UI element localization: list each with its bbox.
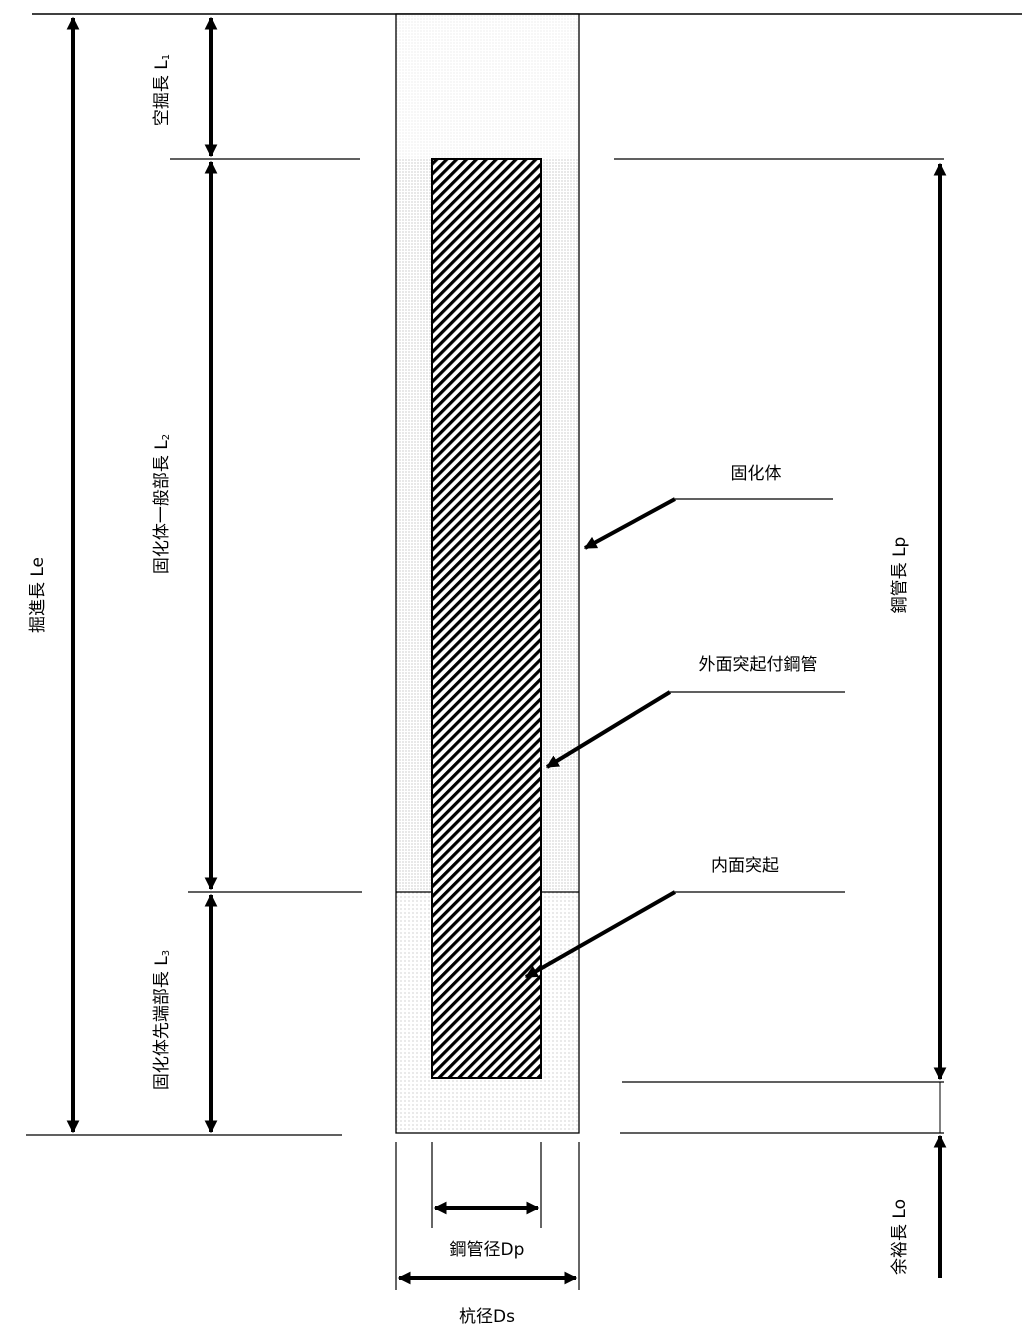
- steel-pipe-length-label: 鋼管長 Lp: [890, 537, 910, 614]
- excavation-length-label: 掘進長 Le: [28, 557, 48, 633]
- empty-excavation-label-main: 空掘長 L: [152, 60, 172, 126]
- pile-diameter-label: 杭径Ds: [459, 1307, 515, 1327]
- general-section-label: 固化体一般部長 L2: [152, 434, 172, 574]
- tip-section-label-sub: 3: [161, 950, 172, 956]
- pipe-leader-arrow: [545, 690, 672, 769]
- empty-excavation-label-sub: 1: [161, 54, 172, 60]
- steel-pipe-diameter-label: 鋼管径Dp: [450, 1240, 525, 1260]
- steel-pipe: [431, 158, 542, 1079]
- borehole-outline: [395, 13, 580, 1134]
- empty-excavation-label: 空掘長 L1: [152, 54, 172, 126]
- outer-ribbed-pipe-label: 外面突起付鋼管: [699, 655, 818, 675]
- solidified-body-label: 固化体: [731, 464, 782, 484]
- inner-rib-label: 内面突起: [711, 856, 779, 876]
- rib-leader-arrow: [524, 890, 676, 979]
- tip-section-label-main: 固化体先端部長 L: [152, 956, 172, 1090]
- empty-excavation-zone: [396, 14, 579, 159]
- margin-length-label: 余裕長 Lo: [890, 1199, 910, 1275]
- general-section-label-sub: 2: [161, 434, 172, 440]
- tip-section-label: 固化体先端部長 L3: [152, 950, 172, 1090]
- general-section-label-main: 固化体一般部長 L: [152, 440, 172, 574]
- solidified-leader-arrow: [583, 497, 676, 550]
